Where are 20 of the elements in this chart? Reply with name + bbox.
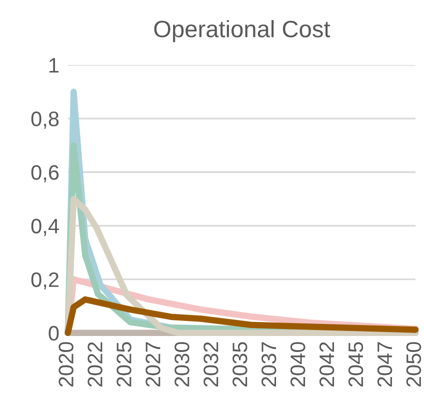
x-tick-label: 2050 [406, 342, 422, 387]
y-tick-label: 1 [50, 58, 58, 73]
x-tick-label: 2027 [146, 342, 160, 387]
x-tick-label: 2047 [377, 342, 392, 387]
x-tick-label: 2040 [290, 342, 306, 387]
x-tick-label: 2032 [204, 342, 218, 387]
x-tick-label: 2020 [58, 342, 74, 387]
y-tick-label: 0,4 [31, 218, 59, 236]
x-tick-label: 2045 [348, 342, 364, 387]
y-tick-label: 0,6 [31, 165, 59, 182]
y-tick-label: 0,8 [31, 112, 59, 129]
x-tick-label: 2025 [116, 342, 132, 387]
x-tick-label: 2022 [88, 342, 102, 387]
y-tick-label: 0 [48, 326, 59, 341]
x-tick-label: 2030 [174, 342, 190, 387]
x-tick-label: 2042 [319, 342, 334, 387]
y-tick-label: 0,2 [31, 272, 58, 290]
x-tick-label: 2037 [261, 342, 276, 387]
x-tick-label: 2035 [232, 342, 248, 387]
chart-title: Operational Cost [154, 20, 330, 42]
